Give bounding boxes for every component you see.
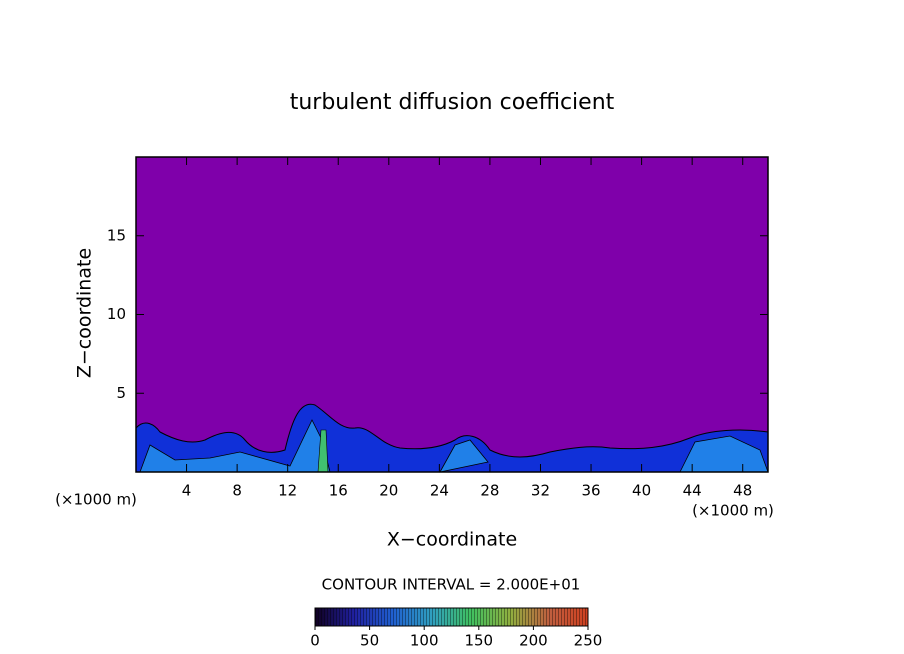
- y-tick-label: 5: [116, 384, 126, 402]
- x-tick-label: 24: [430, 482, 449, 500]
- field-background: [136, 157, 768, 472]
- colorbar-tick-label: 200: [519, 632, 548, 650]
- x-axis-label: X−coordinate: [387, 529, 517, 551]
- x-tick-label: 20: [379, 482, 398, 500]
- y-tick-label: 10: [107, 305, 126, 323]
- x-unit: (×1000 m): [692, 502, 774, 520]
- colorbar-tick-label: 150: [464, 632, 493, 650]
- colorbar-tick-label: 100: [410, 632, 439, 650]
- x-tick-label: 4: [182, 482, 192, 500]
- colorbar-tick-label: 50: [360, 632, 379, 650]
- colorbar-tick-label: 0: [310, 632, 320, 650]
- chart-title: turbulent diffusion coefficient: [290, 90, 615, 115]
- x-tick-label: 48: [733, 482, 752, 500]
- y-tick-label: 15: [107, 226, 126, 244]
- x-tick-label: 16: [329, 482, 348, 500]
- x-tick-label: 28: [480, 482, 499, 500]
- colorbar-tick-label: 250: [574, 632, 603, 650]
- x-tick-label: 36: [581, 482, 600, 500]
- y-unit: (×1000 m): [55, 491, 137, 509]
- colorbar-contours: [315, 608, 588, 626]
- contour-interval: CONTOUR INTERVAL = 2.000E+01: [322, 576, 581, 594]
- y-axis-label: Z−coordinate: [74, 248, 96, 378]
- x-tick-label: 12: [278, 482, 297, 500]
- turbulent-layer: [135, 403, 769, 473]
- x-tick-label: 32: [531, 482, 550, 500]
- x-tick-label: 40: [632, 482, 651, 500]
- x-tick-label: 44: [683, 482, 702, 500]
- x-tick-label: 8: [232, 482, 242, 500]
